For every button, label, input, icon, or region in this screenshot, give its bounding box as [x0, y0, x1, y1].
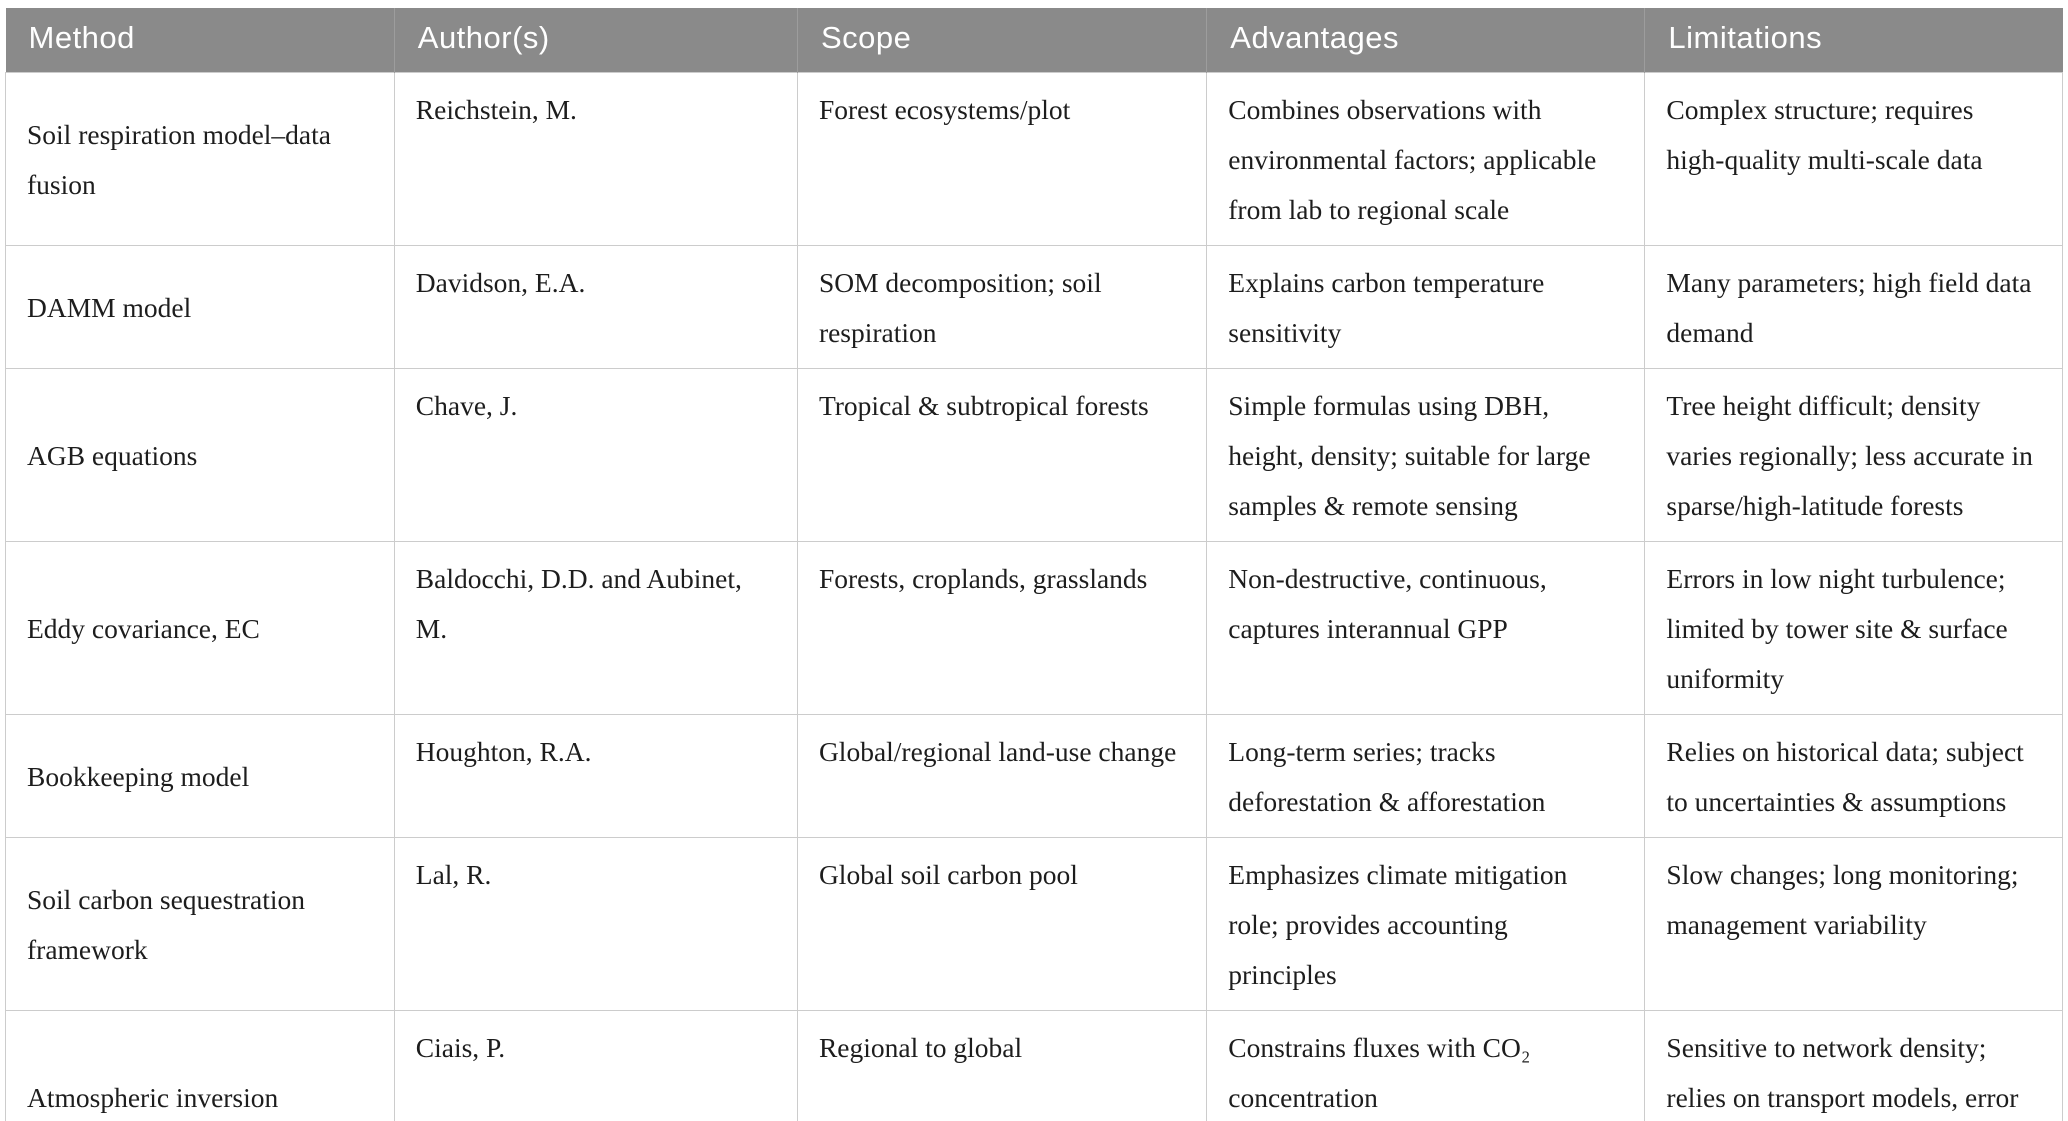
- cell-advantages: Explains carbon temperature sensitivity: [1206, 244, 1646, 369]
- cell-authors: Ciais, P.: [393, 1010, 798, 1121]
- table-row: Bookkeeping model Houghton, R.A. Global/…: [5, 714, 2063, 839]
- cell-limitations: Relies on historical data; subject to un…: [1644, 714, 2063, 839]
- cell-advantages: Emphasizes climate mitigation role; prov…: [1206, 837, 1646, 1012]
- cell-advantages: Long-term series; tracks deforestation &…: [1206, 714, 1646, 839]
- cell-advantages: Simple formulas using DBH, height, densi…: [1206, 367, 1646, 542]
- header-row: Method Author(s) Scope Advantages Limita…: [5, 8, 2063, 72]
- column-header-scope: Scope: [796, 8, 1207, 72]
- cell-limitations: Errors in low night turbulence; limited …: [1644, 540, 2063, 716]
- cell-authors: Chave, J.: [393, 367, 798, 542]
- cell-limitations: Sensitive to network density; relies on …: [1644, 1010, 2063, 1121]
- cell-authors: Reichstein, M.: [393, 71, 798, 246]
- column-header-advantages: Advantages: [1206, 8, 1645, 72]
- cell-advantages: Non-destructive, continuous, captures in…: [1206, 540, 1646, 716]
- cell-scope: Forest ecosystems/plot: [796, 71, 1208, 246]
- table-row: DAMM model Davidson, E.A. SOM decomposit…: [5, 244, 2063, 369]
- table-row: AGB equations Chave, J. Tropical & subtr…: [5, 367, 2063, 542]
- column-header-limitations: Limitations: [1644, 8, 2063, 72]
- cell-scope: SOM decomposition; soil respiration: [796, 244, 1208, 369]
- cell-scope: Global soil carbon pool: [796, 837, 1208, 1012]
- cell-scope: Forests, croplands, grasslands: [796, 540, 1208, 716]
- cell-scope: Global/regional land-use change: [796, 714, 1208, 839]
- cell-method: DAMM model: [5, 244, 395, 369]
- cell-authors: Davidson, E.A.: [393, 244, 798, 369]
- table-row: Eddy covariance, EC Baldocchi, D.D. and …: [5, 540, 2063, 716]
- cell-method: Eddy covariance, EC: [5, 540, 395, 716]
- cell-limitations: Complex structure; requires high-quality…: [1644, 71, 2063, 246]
- cell-limitations: Many parameters; high field data demand: [1644, 244, 2063, 369]
- cell-method: Bookkeeping model: [5, 714, 395, 839]
- table-row: Soil respiration model–data fusion Reich…: [5, 71, 2063, 246]
- column-header-method: Method: [5, 8, 395, 72]
- table-body: Soil respiration model–data fusion Reich…: [5, 71, 2063, 1121]
- cell-method: Soil respiration model–data fusion: [5, 71, 395, 246]
- cell-advantages: Combines observations with environmental…: [1206, 71, 1646, 246]
- cell-method: Soil carbon sequestration framework: [5, 837, 395, 1012]
- cell-method: Atmospheric inversion: [5, 1010, 395, 1121]
- methods-comparison-table: Method Author(s) Scope Advantages Limita…: [5, 8, 2063, 1121]
- cell-limitations: Slow changes; long monitoring; managemen…: [1644, 837, 2063, 1012]
- cell-advantages: Constrains fluxes with CO₂ concentration: [1206, 1010, 1646, 1121]
- table-row: Soil carbon sequestration framework Lal,…: [5, 837, 2063, 1012]
- cell-method: AGB equations: [5, 367, 395, 542]
- table-row: Atmospheric inversion Ciais, P. Regional…: [5, 1010, 2063, 1121]
- cell-authors: Houghton, R.A.: [393, 714, 798, 839]
- cell-scope: Tropical & subtropical forests: [796, 367, 1208, 542]
- cell-authors: Lal, R.: [393, 837, 798, 1012]
- table-header: Method Author(s) Scope Advantages Limita…: [5, 8, 2063, 72]
- cell-limitations: Tree height difficult; density varies re…: [1644, 367, 2063, 542]
- cell-authors: Baldocchi, D.D. and Aubinet, M.: [393, 540, 798, 716]
- cell-scope: Regional to global: [796, 1010, 1208, 1121]
- column-header-authors: Author(s): [393, 8, 798, 72]
